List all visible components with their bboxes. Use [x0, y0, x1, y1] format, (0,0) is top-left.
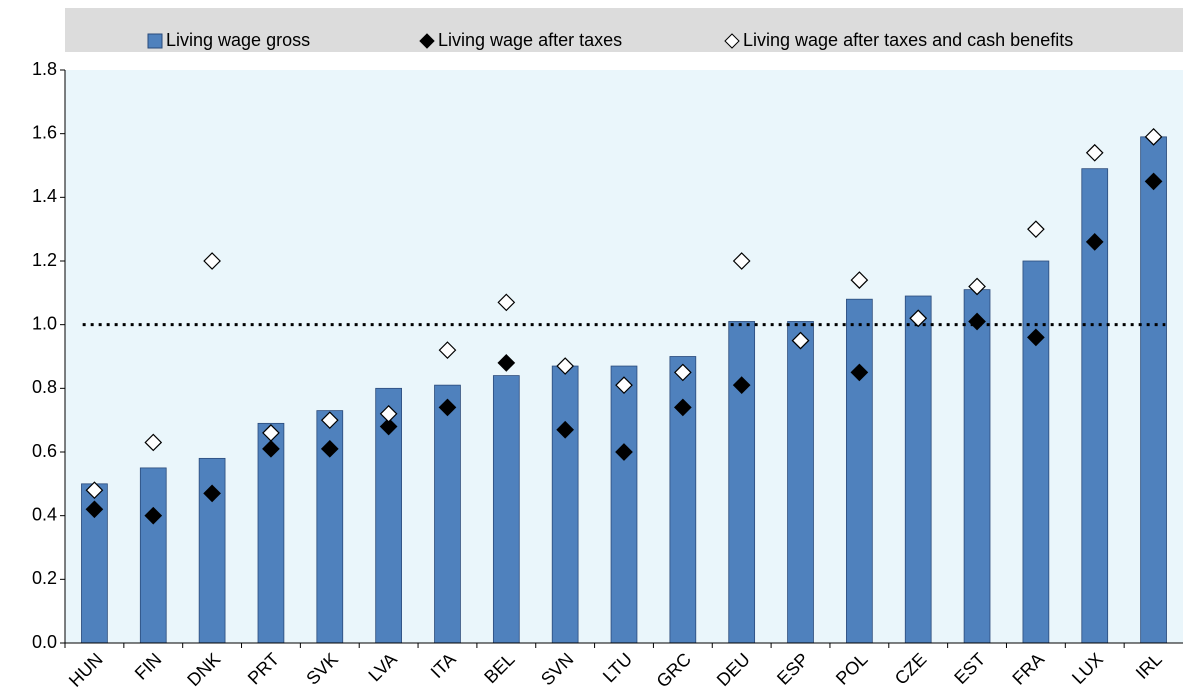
x-tick-label: ITA	[427, 649, 460, 682]
y-tick-label: 0.6	[32, 441, 57, 461]
diamond-marker	[1027, 220, 1045, 239]
bar	[846, 298, 873, 644]
y-tick-label: 0.0	[32, 632, 57, 652]
diamond-marker	[379, 417, 398, 436]
y-tick-label: 0.8	[32, 377, 57, 397]
x-tick-label: BEL	[480, 649, 518, 687]
bar	[1081, 168, 1109, 644]
diamond-marker	[732, 376, 751, 394]
diamond-marker	[556, 420, 575, 439]
diamond-marker	[438, 341, 457, 359]
diamond-marker	[203, 484, 221, 503]
diamond-marker	[497, 293, 516, 312]
y-tick-label: 0.2	[32, 568, 57, 588]
diamond-marker	[850, 271, 869, 289]
legend-label: Living wage gross	[166, 30, 310, 50]
diamond-marker	[791, 331, 810, 350]
x-tick-label: FRA	[1008, 649, 1048, 689]
y-tick-label: 1.0	[32, 313, 57, 333]
diamond-marker	[379, 404, 398, 423]
bar	[492, 375, 520, 644]
diamond-marker	[144, 506, 163, 525]
y-tick-label: 1.4	[32, 186, 57, 206]
diamond-marker	[262, 424, 280, 442]
x-tick-label: CZE	[891, 649, 931, 689]
bar	[1140, 136, 1167, 644]
y-tick-label: 1.8	[32, 59, 57, 79]
legend-label: Living wage after taxes and cash benefit…	[743, 30, 1073, 50]
x-tick-label: SVN	[537, 649, 577, 689]
diamond-marker	[850, 363, 869, 382]
diamond-marker	[909, 309, 928, 328]
diamond-marker	[615, 376, 633, 394]
legend-swatch	[724, 33, 740, 49]
diamond-marker	[1085, 143, 1104, 162]
x-tick-label: PRT	[244, 649, 283, 688]
x-tick-label: LUX	[1068, 649, 1107, 688]
bar	[963, 289, 991, 644]
x-tick-label: GRC	[653, 649, 695, 691]
diamond-marker	[85, 481, 104, 500]
bar	[139, 467, 167, 644]
diamond-marker	[556, 357, 575, 375]
diamond-marker	[615, 443, 633, 461]
diamond-marker	[320, 411, 339, 430]
diamond-marker	[438, 398, 457, 417]
x-tick-label: LVA	[365, 649, 401, 685]
x-tick-label: EST	[950, 649, 989, 688]
x-tick-label: FIN	[131, 649, 166, 684]
legend-label: Living wage after taxes	[438, 30, 622, 50]
diamond-marker	[968, 312, 986, 331]
x-tick-label: HUN	[65, 649, 107, 691]
diamond-marker	[673, 363, 692, 382]
diamond-marker	[968, 277, 986, 296]
diamond-marker	[85, 500, 104, 519]
y-tick-label: 1.2	[32, 250, 57, 270]
x-tick-label: IRL	[1132, 649, 1166, 683]
diamond-marker	[732, 252, 751, 270]
diamond-marker	[262, 439, 280, 458]
bar	[610, 365, 638, 644]
legend-band	[65, 8, 1183, 52]
x-tick-label: POL	[832, 649, 872, 689]
bar	[434, 384, 461, 644]
x-tick-label: ESP	[773, 649, 813, 689]
diamond-marker	[320, 439, 339, 458]
diamond-marker	[497, 354, 516, 372]
x-tick-label: SVK	[302, 649, 342, 689]
x-tick-label: DEU	[713, 649, 754, 690]
legend-swatch	[147, 33, 163, 49]
y-tick-label: 1.6	[32, 122, 57, 142]
bar	[551, 365, 579, 644]
diamond-marker	[1144, 128, 1163, 146]
legend-swatch	[419, 33, 435, 49]
diamond-marker	[144, 433, 163, 452]
x-tick-label: LTU	[599, 649, 636, 686]
bar	[787, 321, 814, 644]
diamond-marker	[203, 252, 221, 270]
diamond-marker	[673, 398, 692, 417]
diamond-marker	[1085, 233, 1104, 251]
bar	[1022, 260, 1050, 644]
diamond-marker	[1027, 328, 1045, 347]
x-tick-label: DNK	[183, 649, 224, 690]
bar	[257, 422, 285, 644]
bar	[728, 321, 756, 644]
y-tick-label: 0.4	[32, 504, 57, 524]
diamond-marker	[1144, 172, 1163, 191]
bar	[904, 295, 932, 644]
